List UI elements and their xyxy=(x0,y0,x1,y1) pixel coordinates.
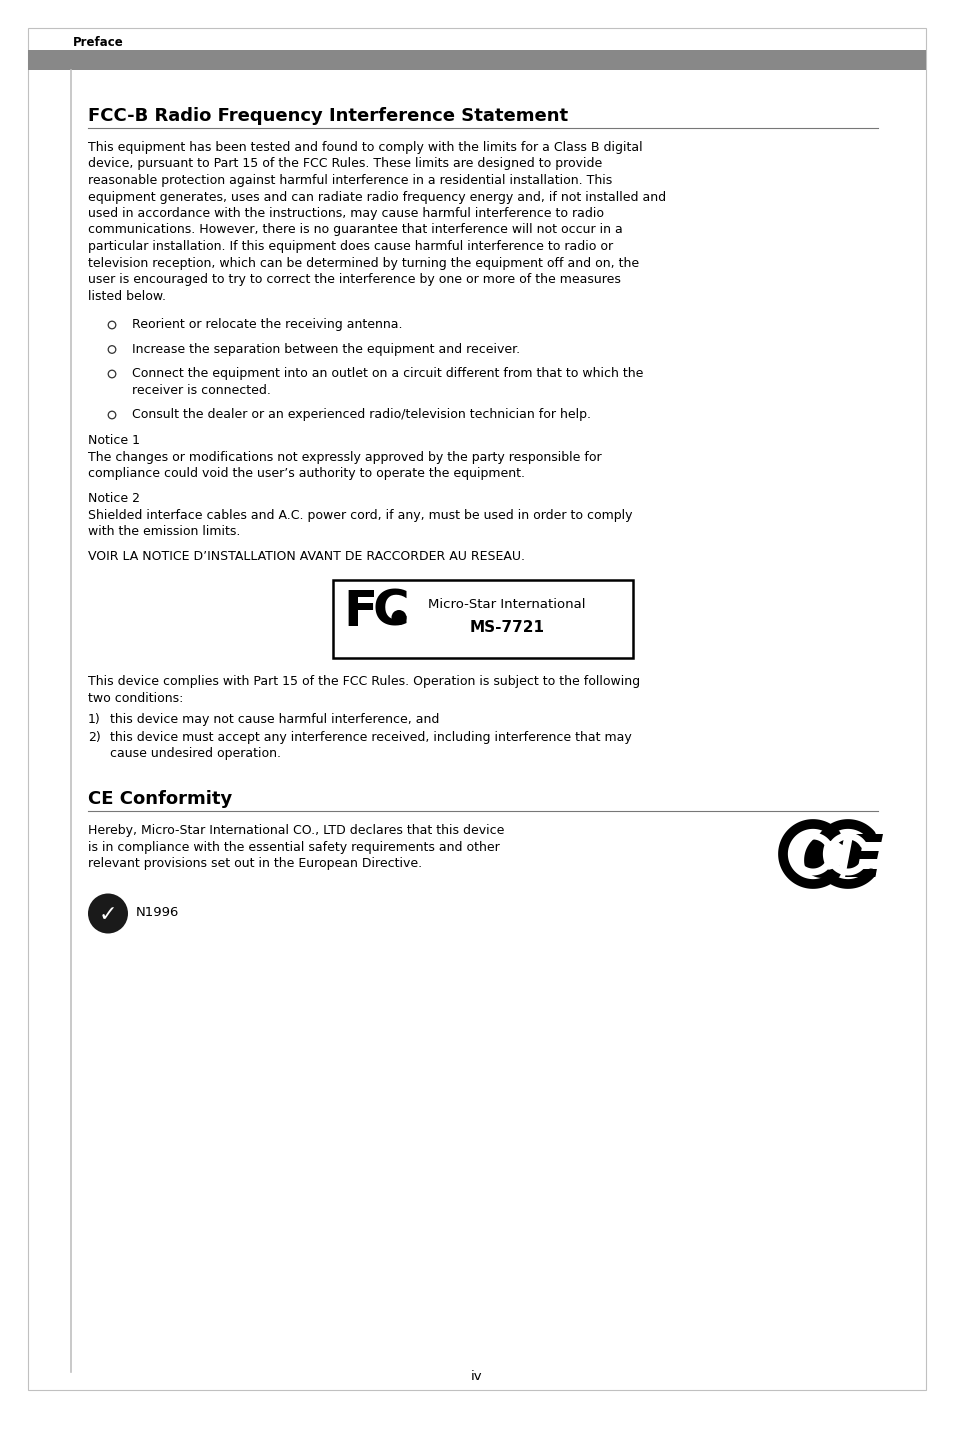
Text: This device complies with Part 15 of the FCC Rules. Operation is subject to the : This device complies with Part 15 of the… xyxy=(88,676,639,689)
Text: Notice 1: Notice 1 xyxy=(88,434,140,447)
Text: Consult the dealer or an experienced radio/television technician for help.: Consult the dealer or an experienced rad… xyxy=(132,408,590,421)
Text: device, pursuant to Part 15 of the FCC Rules. These limits are designed to provi: device, pursuant to Part 15 of the FCC R… xyxy=(88,158,601,170)
Circle shape xyxy=(88,894,128,934)
Text: VOIR LA NOTICE D’INSTALLATION AVANT DE RACCORDER AU RESEAU.: VOIR LA NOTICE D’INSTALLATION AVANT DE R… xyxy=(88,550,524,563)
Text: receiver is connected.: receiver is connected. xyxy=(132,384,271,397)
Text: relevant provisions set out in the European Directive.: relevant provisions set out in the Europ… xyxy=(88,856,421,871)
Text: this device may not cause harmful interference, and: this device may not cause harmful interf… xyxy=(110,713,439,726)
Circle shape xyxy=(391,610,406,624)
Text: television reception, which can be determined by turning the equipment off and o: television reception, which can be deter… xyxy=(88,256,639,269)
Bar xyxy=(333,580,633,657)
Text: CE Conformity: CE Conformity xyxy=(88,790,232,808)
Text: F: F xyxy=(343,587,376,636)
Text: used in accordance with the instructions, may cause harmful interference to radi: used in accordance with the instructions… xyxy=(88,208,603,221)
Text: Notice 2: Notice 2 xyxy=(88,493,140,505)
Text: two conditions:: two conditions: xyxy=(88,692,183,705)
Bar xyxy=(28,50,925,70)
Text: user is encouraged to try to correct the interference by one or more of the meas: user is encouraged to try to correct the… xyxy=(88,274,620,286)
Text: 1): 1) xyxy=(88,713,101,726)
Text: CE: CE xyxy=(801,832,883,889)
Text: 2): 2) xyxy=(88,730,101,745)
Text: listed below.: listed below. xyxy=(88,289,166,302)
Text: Increase the separation between the equipment and receiver.: Increase the separation between the equi… xyxy=(132,342,519,355)
Text: FCC-B Radio Frequency Interference Statement: FCC-B Radio Frequency Interference State… xyxy=(88,107,568,125)
Text: This equipment has been tested and found to comply with the limits for a Class B: This equipment has been tested and found… xyxy=(88,140,642,155)
Text: Shielded interface cables and A.C. power cord, if any, must be used in order to : Shielded interface cables and A.C. power… xyxy=(88,508,632,521)
Text: Hereby, Micro-Star International CO., LTD declares that this device: Hereby, Micro-Star International CO., LT… xyxy=(88,823,504,836)
Text: particular installation. If this equipment does cause harmful interference to ra: particular installation. If this equipme… xyxy=(88,241,613,253)
Text: N1996: N1996 xyxy=(136,905,179,918)
Text: Preface: Preface xyxy=(73,36,124,49)
Text: The changes or modifications not expressly approved by the party responsible for: The changes or modifications not express… xyxy=(88,451,601,464)
Text: MS-7721: MS-7721 xyxy=(469,620,544,634)
Text: Reorient or relocate the receiving antenna.: Reorient or relocate the receiving anten… xyxy=(132,318,402,331)
Text: is in compliance with the essential safety requirements and other: is in compliance with the essential safe… xyxy=(88,841,499,853)
Text: cause undesired operation.: cause undesired operation. xyxy=(110,748,281,760)
Text: compliance could void the user’s authority to operate the equipment.: compliance could void the user’s authori… xyxy=(88,467,524,481)
Text: C: C xyxy=(373,587,410,636)
Text: Connect the equipment into an outlet on a circuit different from that to which t: Connect the equipment into an outlet on … xyxy=(132,367,642,379)
Text: with the emission limits.: with the emission limits. xyxy=(88,526,240,538)
Text: reasonable protection against harmful interference in a residential installation: reasonable protection against harmful in… xyxy=(88,175,612,188)
Text: equipment generates, uses and can radiate radio frequency energy and, if not ins: equipment generates, uses and can radiat… xyxy=(88,190,665,203)
Text: Micro-Star International: Micro-Star International xyxy=(428,597,585,610)
Text: communications. However, there is no guarantee that interference will not occur : communications. However, there is no gua… xyxy=(88,223,622,236)
Text: iv: iv xyxy=(471,1370,482,1383)
Text: this device must accept any interference received, including interference that m: this device must accept any interference… xyxy=(110,730,631,745)
Text: ✓: ✓ xyxy=(98,905,117,925)
